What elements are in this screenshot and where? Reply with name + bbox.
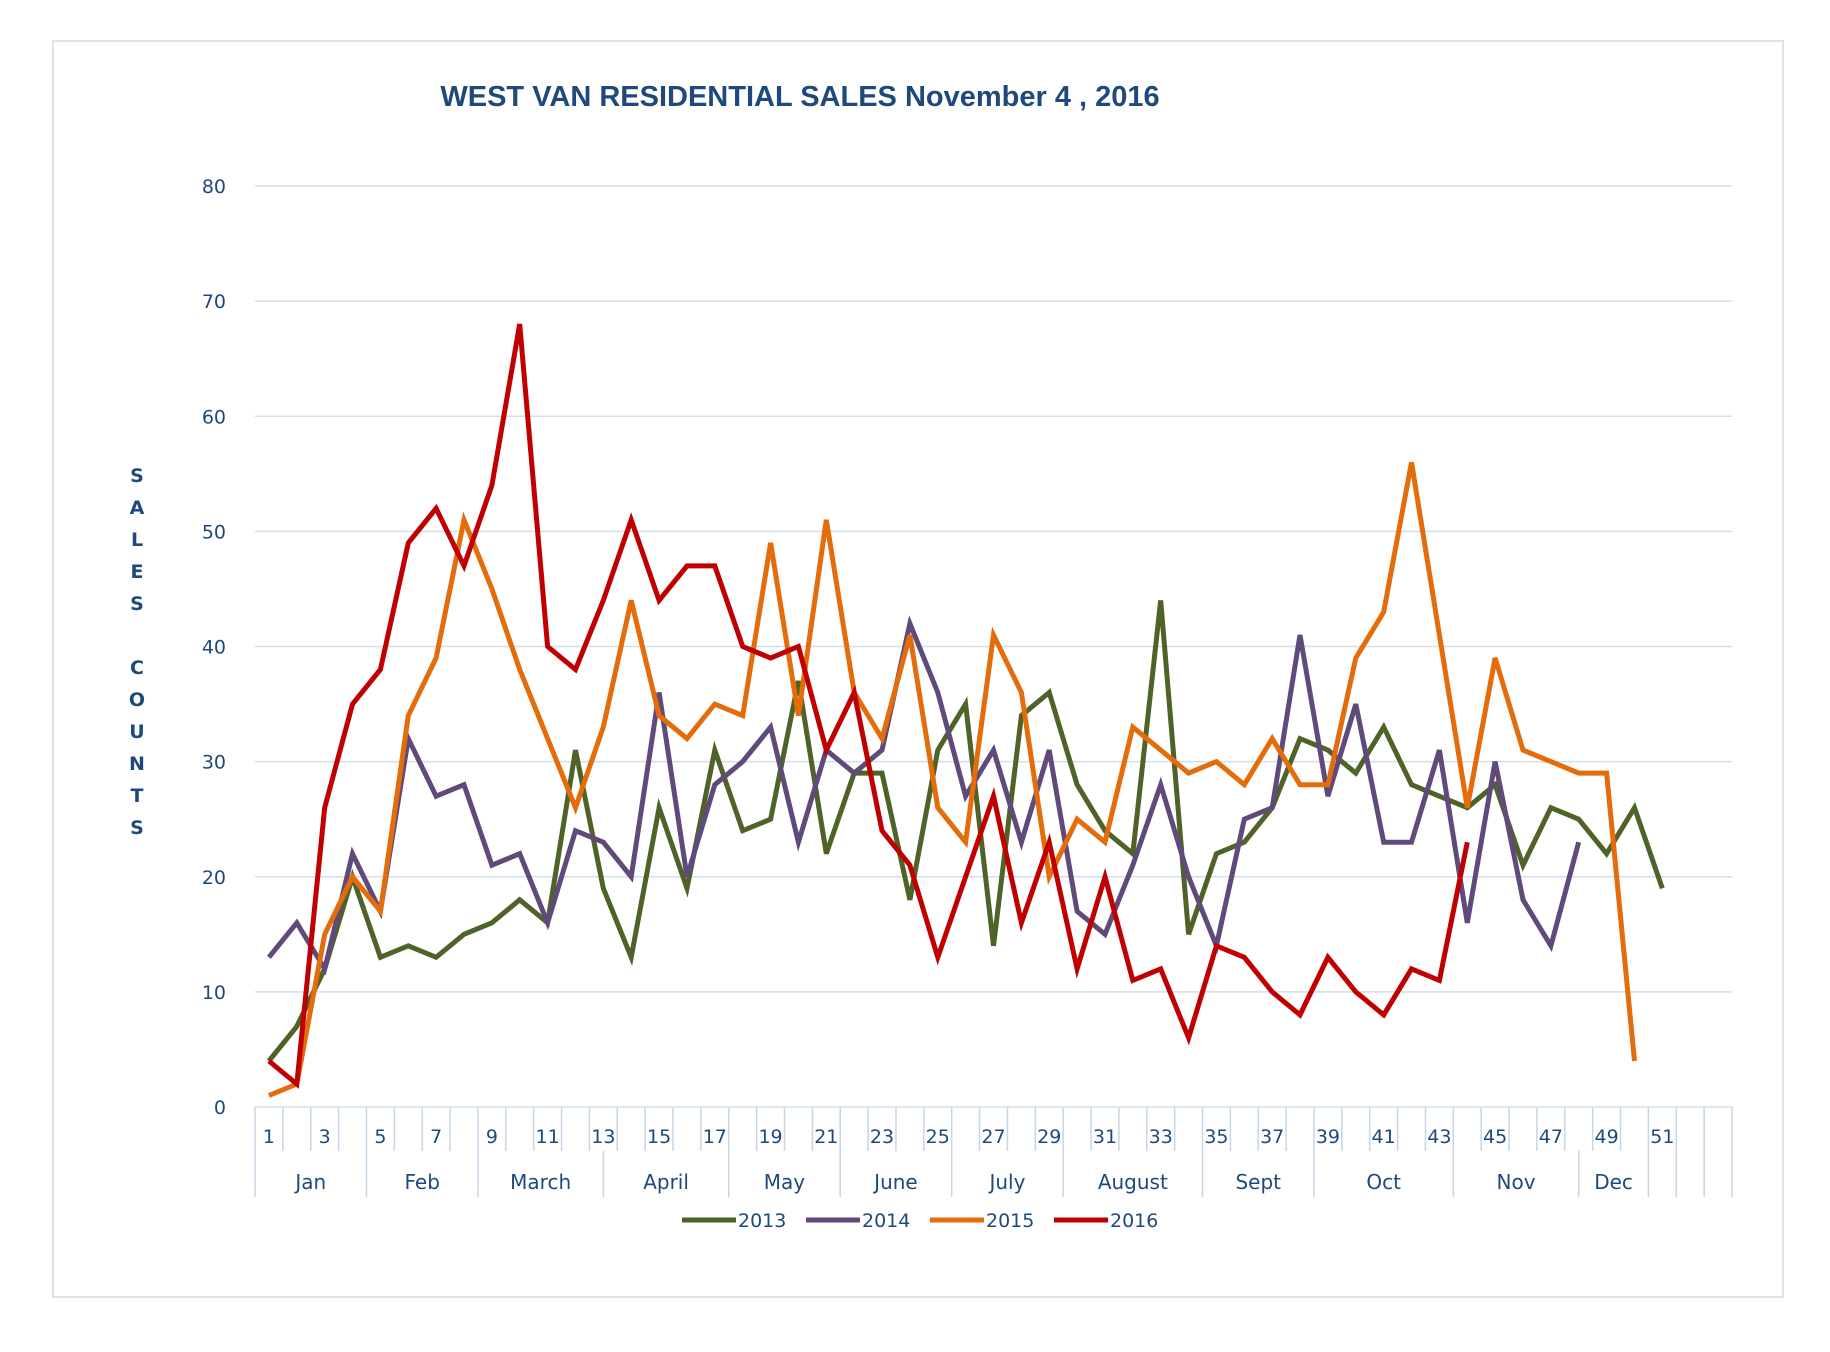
- legend-label: 2015: [986, 1210, 1034, 1232]
- y-tick-label: 10: [202, 982, 226, 1004]
- x-tick-label: 39: [1316, 1126, 1340, 1148]
- month-label: May: [764, 1170, 806, 1194]
- y-axis-label-letter: C: [130, 657, 144, 679]
- x-tick-label: 17: [703, 1126, 727, 1148]
- series-line-2013: [266, 600, 1665, 1063]
- y-axis-label-letter: T: [131, 785, 144, 807]
- legend-label: 2013: [738, 1210, 786, 1232]
- y-tick-label: 20: [202, 867, 226, 889]
- y-axis-label-letter: E: [131, 561, 144, 583]
- y-tick-label: 0: [214, 1097, 226, 1119]
- month-label: Feb: [404, 1170, 439, 1194]
- month-label: August: [1098, 1170, 1168, 1194]
- legend-item-2014: 2014: [806, 1210, 910, 1232]
- series-line-2016: [267, 323, 1470, 1089]
- legend-item-2016: 2016: [1054, 1210, 1158, 1232]
- x-axis: 1 3 5 7 9 11 13 15 17 19 21 23 25 27 29 31 33 35 37 39 41 43 4…: [254, 1107, 1733, 1197]
- legend-item-2015: 2015: [930, 1210, 1034, 1232]
- x-tick-label: 33: [1149, 1126, 1173, 1148]
- month-label: Jan: [293, 1170, 326, 1194]
- y-axis-label-letter: A: [130, 497, 145, 519]
- x-tick-label: 5: [374, 1126, 386, 1148]
- y-tick-label: 70: [202, 291, 226, 313]
- legend-label: 2014: [862, 1210, 910, 1232]
- y-axis-ticks: 0 10 20 30 40 50 60 70 80: [202, 176, 226, 1119]
- x-tick-label: 47: [1539, 1126, 1563, 1148]
- x-tick-label: 23: [870, 1126, 894, 1148]
- series-lines: [266, 323, 1665, 1098]
- series-2014: [266, 615, 1582, 976]
- month-label: Nov: [1497, 1170, 1536, 1194]
- x-tick-label: 45: [1483, 1126, 1507, 1148]
- x-tick-label: 49: [1595, 1126, 1619, 1148]
- chart-frame: WEST VAN RESIDENTIAL SALES November 4 , …: [52, 40, 1784, 1298]
- line-chart: WEST VAN RESIDENTIAL SALES November 4 , …: [129, 81, 1733, 1232]
- chart-title: WEST VAN RESIDENTIAL SALES November 4 , …: [440, 81, 1159, 113]
- x-tick-label: 1: [263, 1126, 275, 1148]
- legend-label: 2016: [1110, 1210, 1158, 1232]
- x-tick-label: 27: [981, 1126, 1005, 1148]
- x-tick-label: 29: [1037, 1126, 1061, 1148]
- y-axis-label-letter: S: [130, 817, 144, 839]
- series-2015: [267, 461, 1637, 1098]
- y-tick-label: 40: [202, 637, 226, 659]
- x-tick-label: 3: [319, 1126, 331, 1148]
- x-tick-label: 9: [486, 1126, 498, 1148]
- x-tick-label: 43: [1427, 1126, 1451, 1148]
- month-label: Oct: [1366, 1170, 1401, 1194]
- y-tick-label: 60: [202, 406, 226, 428]
- month-label: June: [872, 1170, 918, 1194]
- month-label: April: [643, 1170, 689, 1194]
- month-label: Sept: [1235, 1170, 1281, 1194]
- y-axis-label-letter: L: [131, 529, 143, 551]
- x-tick-label: 51: [1650, 1126, 1674, 1148]
- y-axis-label-letter: N: [129, 753, 145, 775]
- y-axis-label-letter: O: [129, 689, 145, 711]
- x-tick-label: 7: [430, 1126, 442, 1148]
- x-tick-label: 13: [591, 1126, 615, 1148]
- series-line-2014: [266, 615, 1582, 976]
- x-tick-label: 25: [926, 1126, 950, 1148]
- legend: 2013 2014 2015 2016: [682, 1210, 1158, 1232]
- month-label: July: [987, 1170, 1025, 1194]
- y-tick-label: 30: [202, 752, 226, 774]
- month-label: Dec: [1594, 1170, 1633, 1194]
- x-tick-label: 41: [1372, 1126, 1396, 1148]
- x-tick-label: 21: [814, 1126, 838, 1148]
- month-label: March: [510, 1170, 571, 1194]
- x-tick-label: 19: [758, 1126, 782, 1148]
- y-tick-label: 80: [202, 176, 226, 198]
- series-line-2015: [267, 461, 1637, 1098]
- series-2013: [266, 600, 1665, 1063]
- y-axis-label-letter: S: [130, 593, 144, 615]
- y-axis-label-letter: S: [130, 465, 144, 487]
- legend-item-2013: 2013: [682, 1210, 786, 1232]
- series-2016: [267, 323, 1470, 1089]
- x-tick-label: 37: [1260, 1126, 1284, 1148]
- x-tick-label: 15: [647, 1126, 671, 1148]
- x-tick-label: 11: [536, 1126, 560, 1148]
- x-tick-label: 31: [1093, 1126, 1117, 1148]
- x-tick-label: 35: [1204, 1126, 1228, 1148]
- y-axis-label-letter: U: [129, 721, 144, 743]
- y-tick-label: 50: [202, 521, 226, 543]
